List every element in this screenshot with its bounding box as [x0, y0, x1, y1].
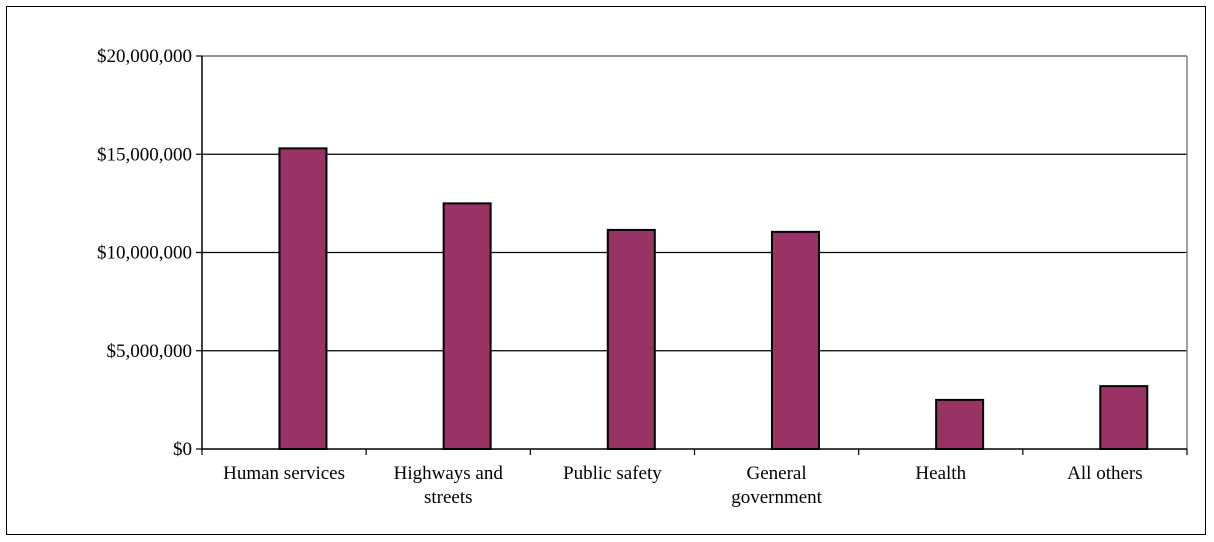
bar — [1099, 385, 1149, 450]
y-tick-label: $0 — [173, 439, 192, 460]
x-tick-label: Highways and streets — [394, 463, 504, 508]
bar-chart: $0 $5,000,000 $10,000,000 $15,000,000 $20,00… — [97, 46, 1188, 508]
x-tick-label: Public safety — [563, 463, 662, 484]
chart-frame: $0 $5,000,000 $10,000,000 $15,000,000 $20,00… — [6, 6, 1206, 535]
gridlines — [202, 55, 1187, 352]
bar — [442, 202, 492, 450]
y-tick-label: $15,000,000 — [97, 144, 192, 165]
x-tick-label: Health — [915, 463, 966, 484]
x-tick-label: All others — [1067, 463, 1142, 484]
y-axis-ticks: $0 $5,000,000 $10,000,000 $15,000,000 $20,00… — [97, 46, 202, 460]
y-tick-label: $10,000,000 — [97, 243, 192, 264]
x-tick-label: General government — [731, 463, 822, 508]
x-axis-labels: Human services Highways and streets Public … — [201, 449, 1188, 508]
y-tick-label: $5,000,000 — [107, 341, 193, 362]
bars — [278, 147, 1149, 450]
bar — [278, 147, 328, 450]
x-tick-label: Human services — [223, 463, 345, 484]
bar — [770, 230, 820, 450]
y-tick-label: $20,000,000 — [97, 46, 192, 67]
bar — [606, 228, 656, 450]
bar — [935, 398, 985, 450]
